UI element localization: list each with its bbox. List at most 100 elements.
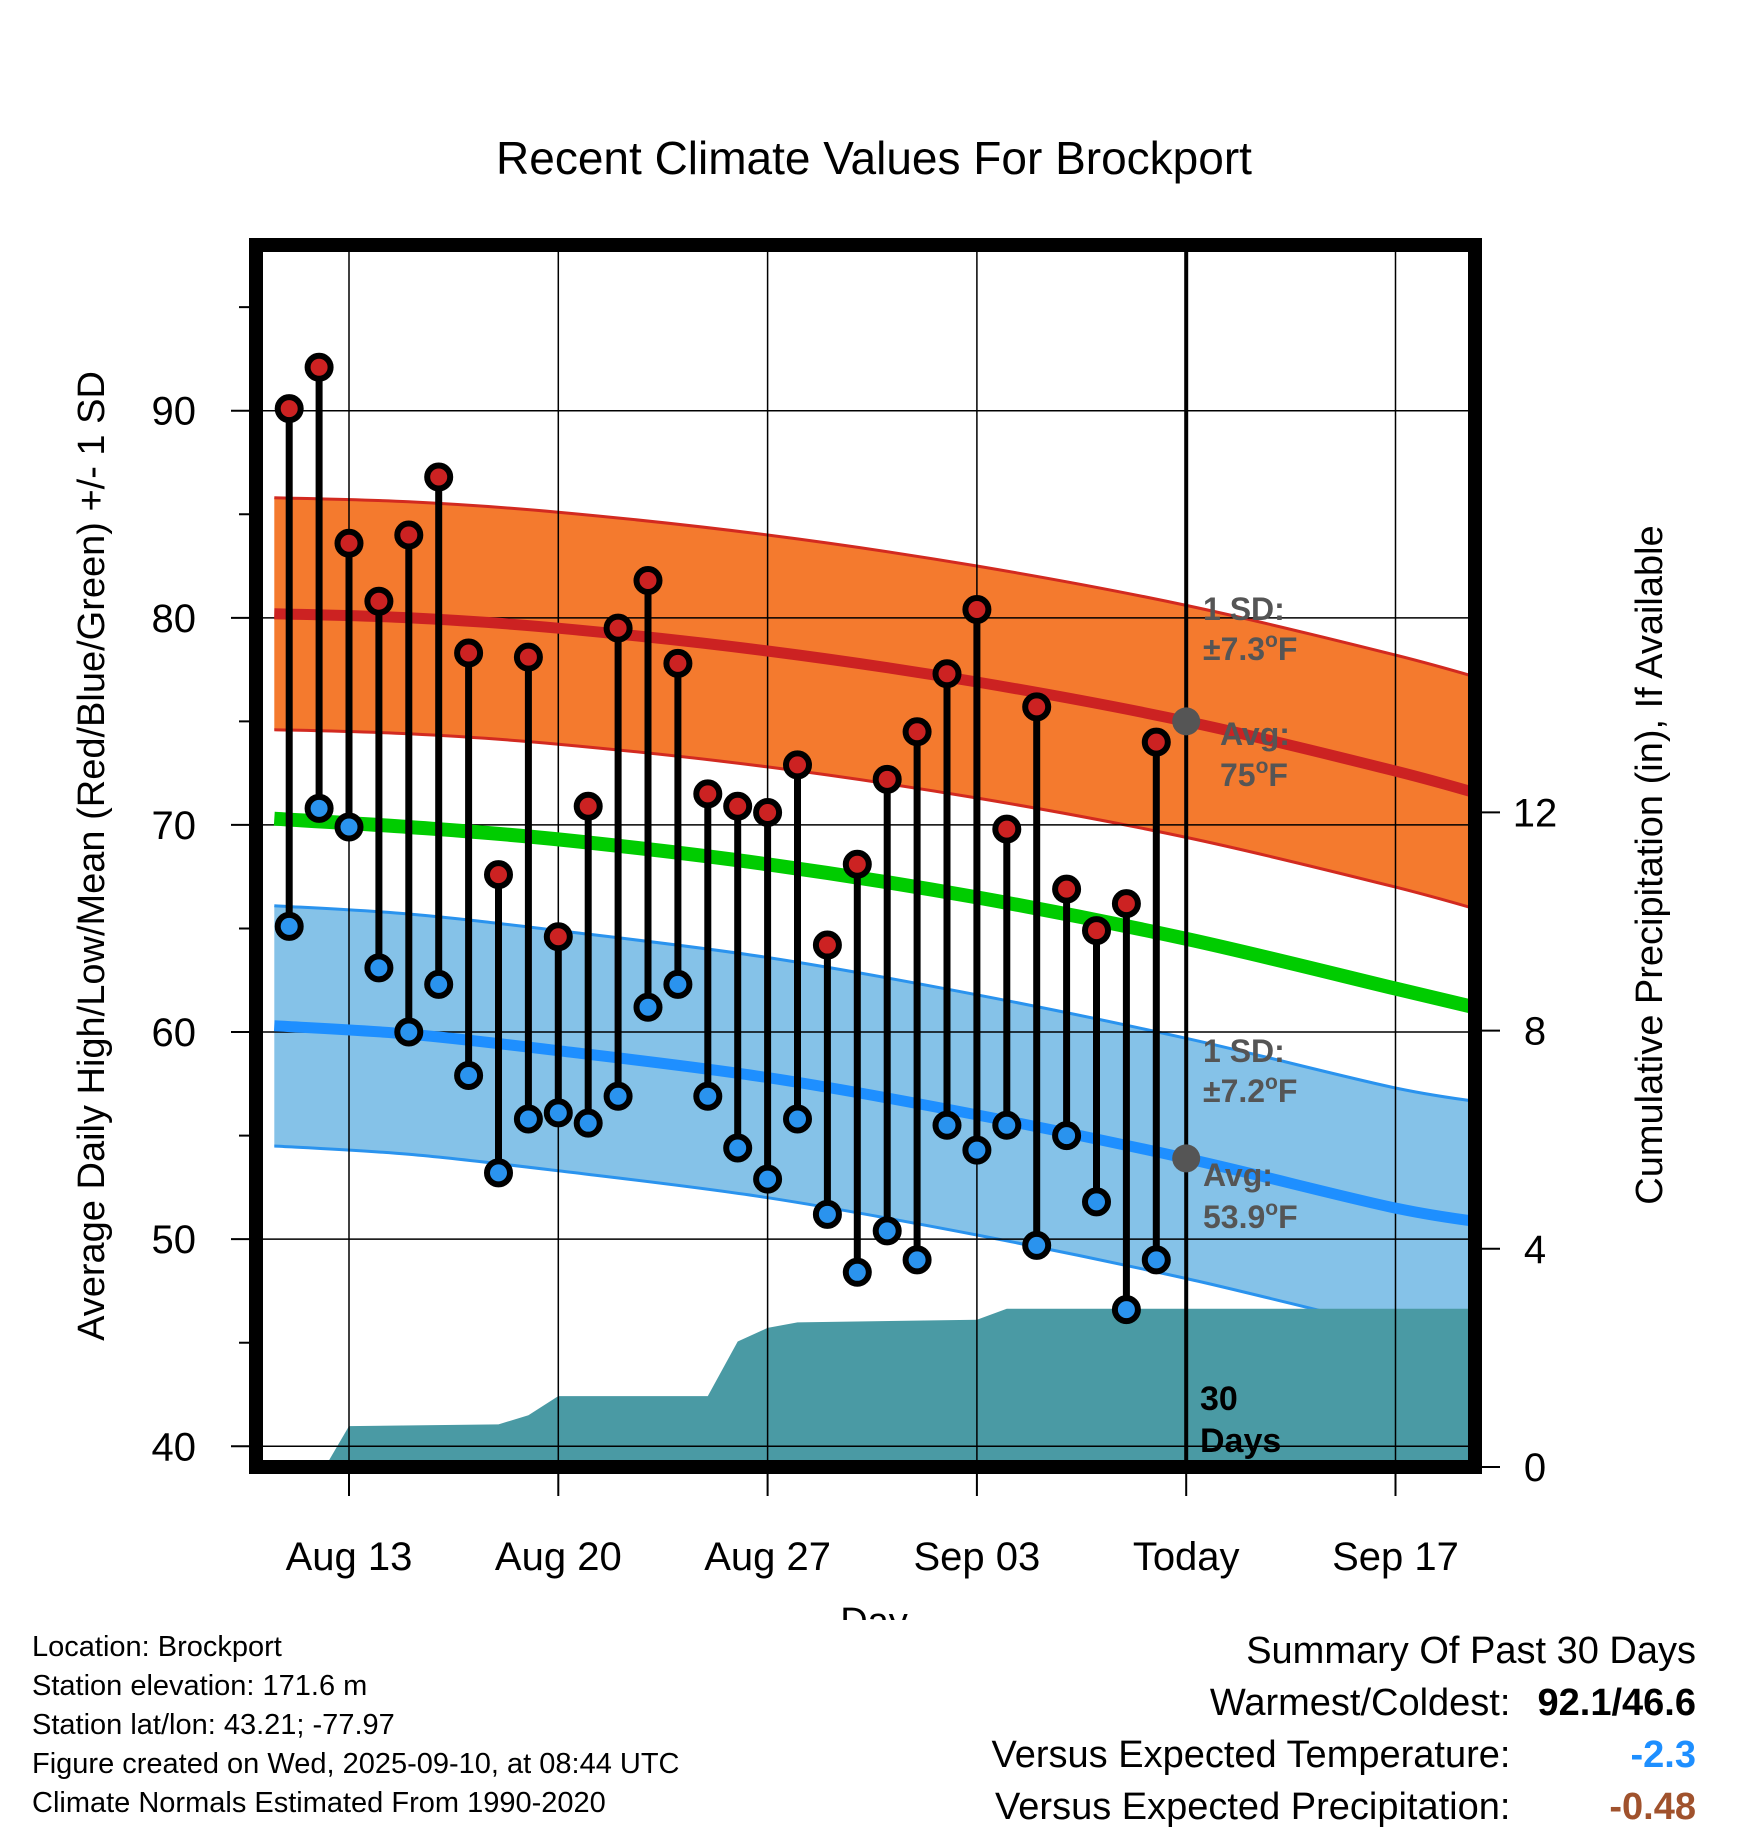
precip-area: [325, 1308, 1475, 1467]
daily-low-point: [1111, 1295, 1141, 1325]
daily-high-point: [1052, 874, 1082, 904]
chart-title: Recent Climate Values For Brockport: [496, 132, 1252, 184]
plot-frame: [249, 238, 1482, 1474]
y-tick-label: 90: [152, 390, 197, 434]
daily-low-point: [693, 1081, 723, 1111]
daily-low-point: [723, 1133, 753, 1163]
days-label: Days: [1200, 1422, 1281, 1460]
y-tick-label: 60: [152, 1011, 197, 1055]
low-avg-value: 53.9oF: [1203, 1197, 1298, 1235]
daily-high-point: [513, 642, 543, 672]
daily-high-point: [1111, 889, 1141, 919]
daily-high-point: [364, 586, 394, 616]
cumulative-precip-area: [325, 1308, 1475, 1467]
low-sd-value: ±7.2oF: [1203, 1071, 1297, 1109]
x-tick-label: Today: [1133, 1535, 1240, 1579]
daily-high-point: [274, 394, 304, 424]
summary-panel: Summary Of Past 30 Days Warmest/Coldest:…: [992, 1625, 1696, 1833]
precip-diff-label: Versus Expected Precipitation:: [995, 1786, 1511, 1828]
daily-low-point: [573, 1108, 603, 1138]
daily-high-point: [1022, 692, 1052, 722]
precip-diff-row: Versus Expected Precipitation: -0.48: [992, 1781, 1696, 1833]
daily-low-point: [364, 953, 394, 983]
today-high-normal-point: [1172, 707, 1201, 736]
x-axis-label: Day: [840, 1601, 908, 1620]
y2-tick-label: 12: [1513, 791, 1558, 835]
temp-diff-label: Versus Expected Temperature:: [991, 1734, 1511, 1776]
daily-high-point: [902, 717, 932, 747]
daily-high-point: [484, 860, 513, 890]
daily-low-point: [783, 1104, 812, 1134]
x-tick-label: Aug 13: [286, 1535, 413, 1579]
daily-high-point: [723, 791, 753, 821]
daily-low-point: [962, 1135, 992, 1165]
high-sd-value: ±7.3oF: [1203, 629, 1297, 667]
daily-high-point: [573, 791, 603, 821]
warm-cold-label: Warmest/Coldest:: [1209, 1682, 1511, 1724]
daily-low-point: [842, 1257, 872, 1287]
summary-title: Summary Of Past 30 Days: [1246, 1630, 1696, 1672]
climate-chart: Recent Climate Values For Brockport 1 SD…: [71, 132, 1671, 1620]
x-tick-label: Aug 20: [495, 1535, 622, 1579]
overall-mean-line: [273, 811, 1475, 1015]
y-tick-label: 50: [152, 1218, 197, 1262]
high-avg-label: Avg:: [1220, 716, 1290, 752]
daily-high-point: [454, 638, 484, 668]
daily-high-point: [693, 779, 723, 809]
daily-high-point: [394, 520, 424, 550]
daily-high-point: [753, 798, 783, 828]
y2-tick-label: 0: [1524, 1446, 1546, 1490]
normal-bands: [274, 496, 1475, 1343]
daily-low-point: [633, 992, 663, 1022]
high-band-upper-edge: [274, 496, 1475, 679]
daily-low-point: [274, 911, 304, 941]
daily-high-point: [304, 352, 334, 382]
low-mean-line: [273, 1020, 1475, 1227]
daily-high-point: [543, 922, 573, 952]
temp-diff-value: -2.3: [1630, 1734, 1696, 1776]
daily-high-point: [424, 462, 454, 492]
high-mean-line: [274, 608, 1475, 799]
days-count: 30: [1200, 1380, 1238, 1418]
daily-high-point: [1082, 916, 1111, 946]
y2-tick-label: 4: [1524, 1228, 1546, 1272]
daily-low-point: [334, 812, 364, 842]
daily-low-point: [812, 1199, 842, 1229]
high-sd-band: [274, 497, 1475, 909]
y-axis-left-label: Average Daily High/Low/Mean (Red/Blue/Gr…: [71, 371, 113, 1341]
temp-diff-row: Versus Expected Temperature: -2.3: [992, 1729, 1696, 1781]
y-tick-label: 70: [152, 804, 197, 848]
plot-border: [249, 238, 1482, 1474]
x-tick-label: Aug 27: [704, 1535, 831, 1579]
daily-low-point: [753, 1164, 783, 1194]
daily-high-point: [992, 814, 1022, 844]
daily-low-point: [932, 1110, 962, 1140]
today-low-normal-point: [1172, 1144, 1201, 1173]
daily-low-point: [484, 1158, 513, 1188]
daily-low-point: [663, 969, 693, 999]
daily-low-point: [1022, 1230, 1052, 1260]
daily-low-point: [1082, 1187, 1111, 1217]
x-tick-label: Sep 17: [1332, 1535, 1459, 1579]
daily-high-point: [1141, 727, 1171, 757]
y2-tick-label: 8: [1524, 1010, 1546, 1054]
daily-low-point: [543, 1098, 573, 1128]
daily-low-point: [424, 969, 454, 999]
y-tick-label: 80: [152, 597, 197, 641]
daily-low-point: [1141, 1245, 1171, 1275]
warm-cold-row: Warmest/Coldest: 92.1/46.6: [992, 1677, 1696, 1729]
daily-high-point: [962, 595, 992, 625]
daily-low-point: [872, 1216, 902, 1246]
daily-low-point: [603, 1081, 633, 1111]
location-text: Location: Brockport: [32, 1631, 282, 1663]
daily-high-point: [932, 659, 962, 689]
daily-high-point: [783, 750, 812, 780]
low-sd-label: 1 SD:: [1203, 1033, 1285, 1069]
daily-high-point: [872, 764, 902, 794]
elevation-text: Station elevation: 171.6 m: [32, 1670, 368, 1702]
daily-bars: [274, 352, 1171, 1325]
mean-lines: [273, 608, 1475, 1227]
low-avg-label: Avg:: [1203, 1157, 1273, 1193]
daily-low-point: [304, 793, 334, 823]
daily-high-point: [334, 528, 364, 558]
